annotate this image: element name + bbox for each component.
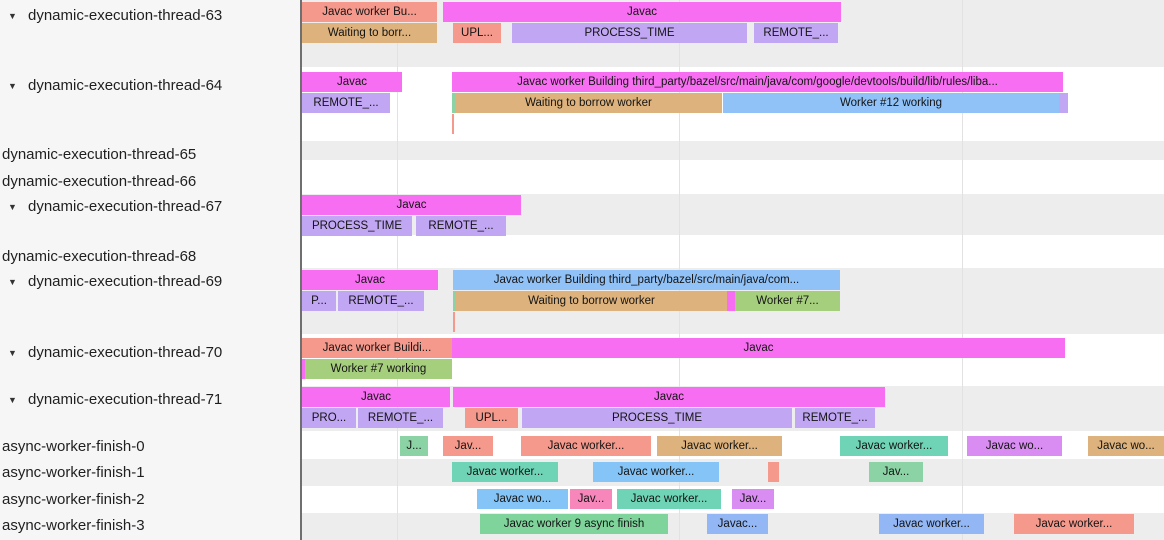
track-row-dynamic-execution-thread-65[interactable]: dynamic-execution-thread-65 [0,146,300,164]
collapse-triangle-icon[interactable]: ▼ [8,11,17,21]
timeline-span-sliver[interactable] [302,359,305,379]
timeline-span[interactable]: Javac worker... [617,489,721,509]
track-label: async-worker-finish-3 [2,517,145,534]
timeline-span-sliver[interactable] [768,462,779,482]
timeline-span[interactable]: Javac [452,338,1065,358]
timeline-span[interactable]: Waiting to borrow worker [456,291,727,311]
timeline-span-sliver[interactable] [727,291,735,311]
track-row-dynamic-execution-thread-63[interactable]: ▼ dynamic-execution-thread-63 [0,7,300,25]
timeline-span[interactable]: Jav... [570,489,612,509]
track-name-panel: ▼ dynamic-execution-thread-63 ▼ dynamic-exe… [0,0,302,540]
track-row-dynamic-execution-thread-71[interactable]: ▼ dynamic-execution-thread-71 [0,391,300,409]
collapse-triangle-icon[interactable]: ▼ [8,348,17,358]
timeline-span[interactable]: Javac worker... [657,436,782,456]
timeline-span[interactable]: J... [400,436,428,456]
timeline-tick[interactable] [453,312,455,332]
timeline-span[interactable]: PROCESS_TIME [302,216,412,236]
timeline-span[interactable]: Javac worker 9 async finish [480,514,668,534]
track-label: dynamic-execution-thread-66 [2,173,197,190]
timeline-span[interactable]: Javac wo... [477,489,568,509]
timeline-span[interactable]: REMOTE_... [795,408,875,428]
collapse-triangle-icon[interactable]: ▼ [8,202,17,212]
timeline-span[interactable]: Javac wo... [967,436,1062,456]
timeline-span[interactable]: Javac worker Building third_party/bazel/… [452,72,1063,92]
timeline-span[interactable]: Waiting to borrow worker [455,93,722,113]
time-gridline [962,0,963,540]
track-row-dynamic-execution-thread-66[interactable]: dynamic-execution-thread-66 [0,173,300,191]
track-label: async-worker-finish-1 [2,464,145,481]
timeline-span[interactable]: REMOTE_... [302,93,390,113]
track-row-async-worker-finish-3[interactable]: async-worker-finish-3 [0,517,300,535]
timeline-span[interactable]: PRO... [302,408,356,428]
row-background-stripe [302,235,1164,268]
timeline-span-sliver[interactable] [452,93,455,113]
row-background-stripe [302,141,1164,160]
timeline-span[interactable]: REMOTE_... [416,216,506,236]
timeline-span[interactable]: Worker #7 working [305,359,452,379]
track-row-dynamic-execution-thread-69[interactable]: ▼ dynamic-execution-thread-69 [0,273,300,291]
timeline-span[interactable]: Javac wo... [1088,436,1164,456]
collapse-triangle-icon[interactable]: ▼ [8,81,17,91]
row-background-stripe [302,160,1164,194]
timeline-span[interactable]: UPL... [453,23,501,43]
timeline-span[interactable]: Javac worker... [452,462,558,482]
track-label: async-worker-finish-0 [2,438,145,455]
track-label: dynamic-execution-thread-71 [28,391,223,408]
timeline-span[interactable]: Javac [302,387,450,407]
timeline-span-sliver[interactable] [453,291,456,311]
timeline-span[interactable]: Javac worker Building third_party/bazel/… [453,270,840,290]
timeline-span[interactable]: Javac [302,195,521,215]
collapse-triangle-icon[interactable]: ▼ [8,277,17,287]
timeline-span[interactable]: Javac worker Bu... [302,2,437,22]
timeline-span[interactable]: REMOTE_... [358,408,443,428]
timeline-span[interactable]: Javac worker... [593,462,719,482]
timeline-span[interactable]: Javac worker... [879,514,984,534]
timeline-span[interactable]: Worker #12 working [723,93,1059,113]
timeline-tick[interactable] [452,114,454,134]
timeline-span[interactable]: UPL... [465,408,518,428]
timeline-span[interactable]: P... [302,291,336,311]
timeline-span[interactable]: Javac [302,270,438,290]
collapse-triangle-icon[interactable]: ▼ [8,395,17,405]
timeline-span[interactable]: PROCESS_TIME [512,23,747,43]
track-label: dynamic-execution-thread-67 [28,198,223,215]
track-label: async-worker-finish-2 [2,491,145,508]
track-label: dynamic-execution-thread-64 [28,77,223,94]
timeline-span[interactable]: Javac worker... [840,436,948,456]
track-label: dynamic-execution-thread-63 [28,7,223,24]
track-label: dynamic-execution-thread-70 [28,344,223,361]
timeline-span[interactable]: Jav... [869,462,923,482]
track-label: dynamic-execution-thread-69 [28,273,223,290]
timeline-span[interactable]: REMOTE_... [754,23,838,43]
track-label: dynamic-execution-thread-65 [2,146,197,163]
track-row-dynamic-execution-thread-68[interactable]: dynamic-execution-thread-68 [0,248,300,266]
timeline-span[interactable]: REMOTE_... [338,291,424,311]
timeline-span[interactable]: Javac [453,387,885,407]
timeline-span[interactable]: Worker #7... [735,291,840,311]
timeline-span[interactable]: Javac worker... [1014,514,1134,534]
timeline-span[interactable]: Javac worker Buildi... [302,338,452,358]
timeline-span[interactable]: Javac worker... [521,436,651,456]
timeline-span[interactable]: PROCESS_TIME [522,408,792,428]
track-row-dynamic-execution-thread-67[interactable]: ▼ dynamic-execution-thread-67 [0,198,300,216]
track-label: dynamic-execution-thread-68 [2,248,197,265]
timeline-span[interactable]: Javac... [707,514,768,534]
timeline-span[interactable]: Javac [443,2,841,22]
timeline-span-sliver[interactable] [1059,93,1068,113]
timeline-span[interactable]: Jav... [732,489,774,509]
timeline-span[interactable]: Javac [302,72,402,92]
row-background-stripe [302,459,1164,486]
track-row-async-worker-finish-2[interactable]: async-worker-finish-2 [0,491,300,509]
timeline-span[interactable]: Waiting to borr... [302,23,437,43]
timeline-span[interactable]: Jav... [443,436,493,456]
track-row-dynamic-execution-thread-70[interactable]: ▼ dynamic-execution-thread-70 [0,344,300,362]
track-row-async-worker-finish-0[interactable]: async-worker-finish-0 [0,438,300,456]
track-row-async-worker-finish-1[interactable]: async-worker-finish-1 [0,464,300,482]
track-row-dynamic-execution-thread-64[interactable]: ▼ dynamic-execution-thread-64 [0,77,300,95]
